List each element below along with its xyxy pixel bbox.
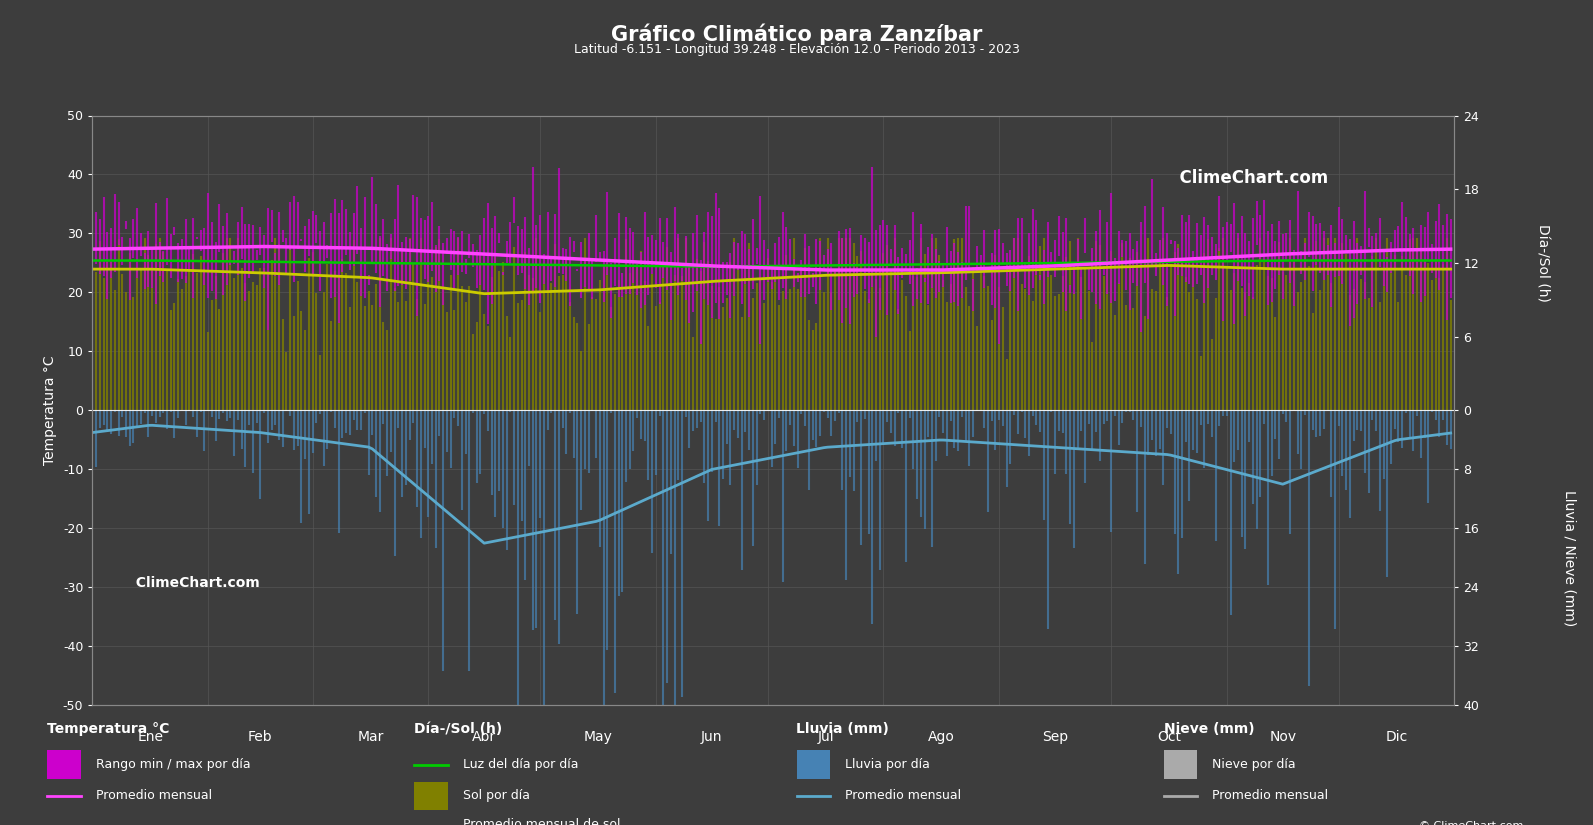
Text: Nov: Nov xyxy=(1270,730,1297,744)
Text: Temperatura °C: Temperatura °C xyxy=(48,722,169,736)
Bar xyxy=(414,781,448,810)
Text: ClimeChart.com: ClimeChart.com xyxy=(1168,168,1329,186)
Text: Sol por día: Sol por día xyxy=(464,790,530,803)
Text: Rango min / max por día: Rango min / max por día xyxy=(96,758,250,771)
Text: Feb: Feb xyxy=(249,730,272,744)
Text: May: May xyxy=(583,730,612,744)
Text: Jul: Jul xyxy=(817,730,835,744)
Text: Latitud -6.151 - Longitud 39.248 - Elevación 12.0 - Periodo 2013 - 2023: Latitud -6.151 - Longitud 39.248 - Eleva… xyxy=(573,43,1020,56)
Text: Abr: Abr xyxy=(472,730,497,744)
Text: Día-/Sol (h): Día-/Sol (h) xyxy=(414,722,502,736)
Bar xyxy=(1163,751,1198,779)
Text: Mar: Mar xyxy=(357,730,384,744)
Text: Lluvia / Nieve (mm): Lluvia / Nieve (mm) xyxy=(1563,490,1575,626)
Text: Promedio mensual de sol: Promedio mensual de sol xyxy=(464,818,621,825)
Text: Nieve (mm): Nieve (mm) xyxy=(1163,722,1254,736)
Text: Oct: Oct xyxy=(1157,730,1180,744)
Text: © ClimeChart.com: © ClimeChart.com xyxy=(1418,821,1523,825)
Text: Ago: Ago xyxy=(927,730,954,744)
Text: Promedio mensual: Promedio mensual xyxy=(96,790,212,803)
Text: Promedio mensual: Promedio mensual xyxy=(1212,790,1329,803)
Text: Nieve por día: Nieve por día xyxy=(1212,758,1297,771)
Text: Lluvia (mm): Lluvia (mm) xyxy=(796,722,889,736)
Bar xyxy=(796,751,830,779)
Bar xyxy=(48,751,81,779)
Text: Sep: Sep xyxy=(1042,730,1069,744)
Text: Promedio mensual: Promedio mensual xyxy=(846,790,962,803)
Text: Gráfico Climático para Zanzíbar: Gráfico Climático para Zanzíbar xyxy=(610,23,983,45)
Text: Jun: Jun xyxy=(701,730,723,744)
Text: Lluvia por día: Lluvia por día xyxy=(846,758,930,771)
Text: Luz del día por día: Luz del día por día xyxy=(464,758,578,771)
Y-axis label: Temperatura °C: Temperatura °C xyxy=(43,356,57,465)
Text: ClimeChart.com: ClimeChart.com xyxy=(126,576,260,590)
Text: Día-/Sol (h): Día-/Sol (h) xyxy=(1536,224,1548,302)
Text: Dic: Dic xyxy=(1386,730,1408,744)
Text: Ene: Ene xyxy=(137,730,162,744)
